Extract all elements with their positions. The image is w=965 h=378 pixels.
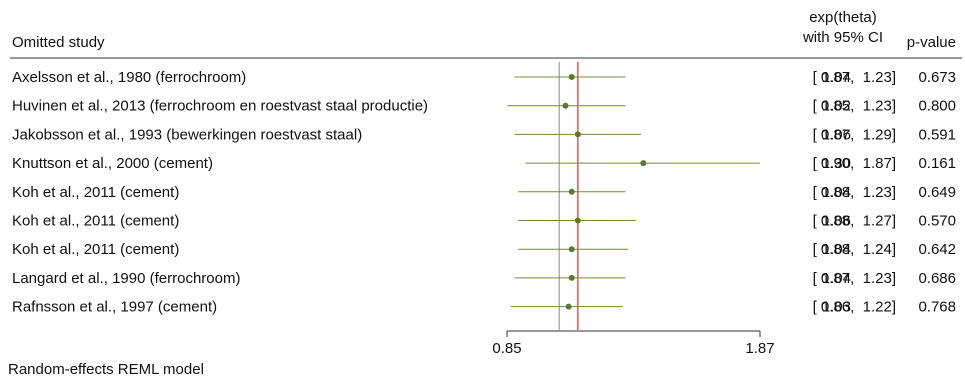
study-row: Koh et al., 2011 (cement) 1.06[ 0.88, 1.2… xyxy=(12,213,956,230)
study-row: Koh et al., 2011 (cement) 1.04[ 0.88, 1.2… xyxy=(12,241,956,258)
x-tick-label: 0.85 xyxy=(492,340,521,357)
header-omitted-study: Omitted study xyxy=(12,34,105,51)
x-tick-label: 1.87 xyxy=(745,340,774,357)
estimate-marker xyxy=(569,74,575,80)
study-row: Knuttson et al., 2000 (cement) 1.30[ 0.90… xyxy=(12,155,956,172)
p-value: 0.161 xyxy=(918,155,956,172)
estimate-marker xyxy=(640,160,646,166)
ci-value: [ 0.85, 1.23] xyxy=(813,98,896,115)
ci-value: [ 0.88, 1.27] xyxy=(813,213,896,230)
study-row: Axelsson et al., 1980 (ferrochroom) 1.04[… xyxy=(12,69,956,86)
study-label: Huvinen et al., 2013 (ferrochroom en roe… xyxy=(12,98,428,115)
study-rows: Axelsson et al., 1980 (ferrochroom) 1.04[… xyxy=(12,62,956,330)
study-label: Knuttson et al., 2000 (cement) xyxy=(12,155,213,172)
estimate-marker xyxy=(575,218,581,224)
study-label: Rafnsson et al., 1997 (cement) xyxy=(12,299,217,316)
p-value: 0.591 xyxy=(918,126,956,143)
ci-value: [ 0.88, 1.24] xyxy=(813,241,896,258)
estimate-marker xyxy=(575,131,581,137)
header-effect-line2: with 95% CI xyxy=(802,29,883,46)
study-row: Huvinen et al., 2013 (ferrochroom en roe… xyxy=(12,98,956,115)
header-p-value: p-value xyxy=(907,34,956,51)
estimate-marker xyxy=(569,246,575,252)
study-row: Rafnsson et al., 1997 (cement) 1.03[ 0.86… xyxy=(12,299,956,316)
p-value: 0.800 xyxy=(918,98,956,115)
ci-value: [ 0.87, 1.23] xyxy=(813,270,896,287)
estimate-marker xyxy=(566,304,572,310)
ci-value: [ 0.87, 1.29] xyxy=(813,126,896,143)
header-effect-line1: exp(theta) xyxy=(809,9,877,26)
study-label: Axelsson et al., 1980 (ferrochroom) xyxy=(12,69,246,86)
ci-value: [ 0.90, 1.87] xyxy=(813,155,896,172)
ci-value: [ 0.88, 1.23] xyxy=(813,184,896,201)
estimate-marker xyxy=(569,275,575,281)
study-label: Langard et al., 1990 (ferrochroom) xyxy=(12,270,240,287)
p-value: 0.768 xyxy=(918,299,956,316)
study-label: Koh et al., 2011 (cement) xyxy=(12,241,179,258)
p-value: 0.673 xyxy=(918,69,956,86)
x-axis: 0.85 1.87 xyxy=(492,331,774,357)
study-label: Koh et al., 2011 (cement) xyxy=(12,184,179,201)
p-value: 0.686 xyxy=(918,270,956,287)
study-row: Jakobsson et al., 1993 (bewerkingen roes… xyxy=(12,126,956,143)
p-value: 0.649 xyxy=(918,184,956,201)
study-row: Langard et al., 1990 (ferrochroom) 1.04[ … xyxy=(12,270,956,287)
study-row: Koh et al., 2011 (cement) 1.04[ 0.88, 1.2… xyxy=(12,184,956,201)
p-value: 0.642 xyxy=(918,241,956,258)
study-label: Jakobsson et al., 1993 (bewerkingen roes… xyxy=(12,126,362,143)
estimate-marker xyxy=(563,103,569,109)
study-label: Koh et al., 2011 (cement) xyxy=(12,213,179,230)
footnote: Random-effects REML model xyxy=(8,361,204,378)
ci-value: [ 0.86, 1.22] xyxy=(813,299,896,316)
p-value: 0.570 xyxy=(918,213,956,230)
estimate-marker xyxy=(569,189,575,195)
ci-value: [ 0.87, 1.23] xyxy=(813,69,896,86)
